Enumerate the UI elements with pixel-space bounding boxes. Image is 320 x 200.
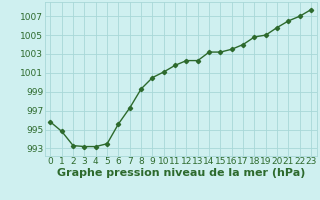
X-axis label: Graphe pression niveau de la mer (hPa): Graphe pression niveau de la mer (hPa) (57, 168, 305, 178)
